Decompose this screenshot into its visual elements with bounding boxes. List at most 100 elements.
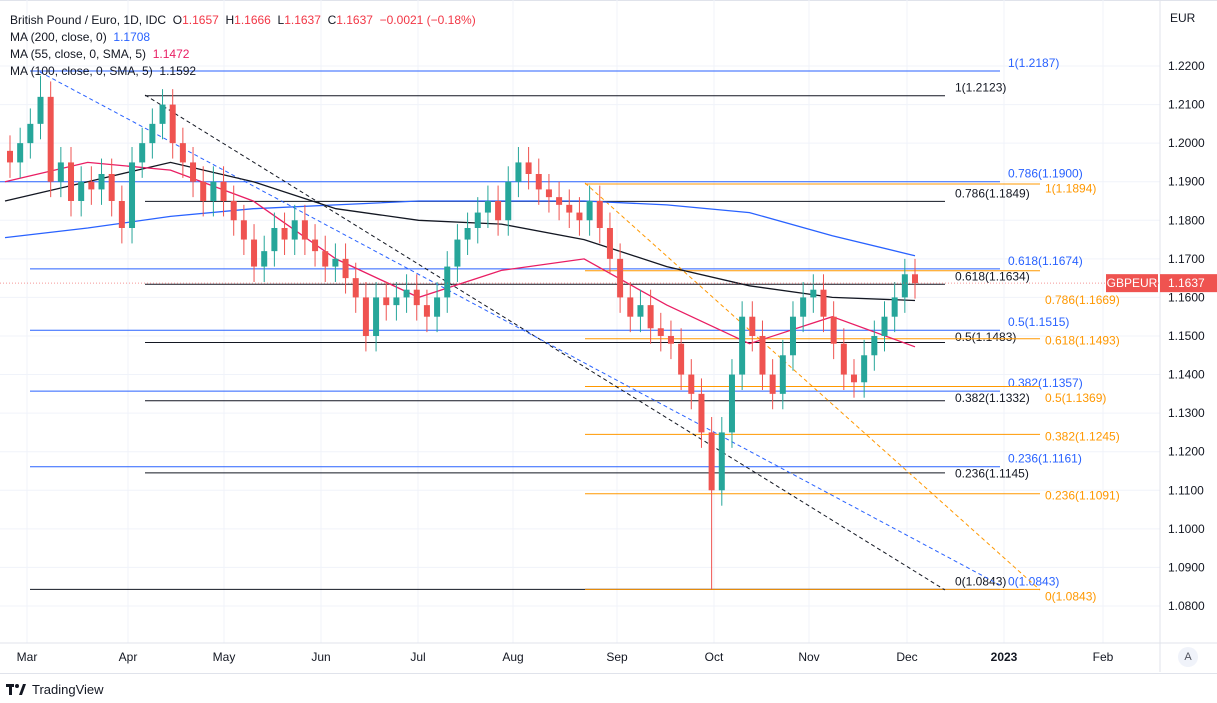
candle-body [606,227,613,259]
time-tick-label: Sep [606,650,628,664]
candle-body [556,197,563,205]
candle-body [434,297,441,317]
candle-body [667,335,674,344]
fib-blue-label: 0.382(1.1357) [1008,376,1083,390]
candle-body [332,258,339,267]
candle-body [342,258,349,279]
fib-orange-label: 0(1.0843) [1045,589,1096,603]
candle-body [98,173,105,190]
fib-orange-label: 0.382(1.1245) [1045,429,1120,443]
price-tick-label: 1.1400 [1168,368,1205,382]
high-value: 1.1666 [234,13,271,27]
price-chart[interactable]: EUR 1.2200 1.2100 1.2000 1.1900 1.1800 1.1700 1… [0,0,1217,672]
candle-body [454,239,461,267]
trendline-orange-dashed [584,182,1041,591]
candle-body [57,162,64,182]
candle-body [68,162,75,201]
fib-blue-label: 0.5(1.1515) [1008,315,1069,329]
price-tick-label: 1.1500 [1168,329,1205,343]
candle-body [261,251,268,267]
candle-body [769,374,776,394]
open-value: 1.1657 [182,13,219,27]
candle-body [444,266,451,298]
symbol-row: British Pound / Euro, 1D, IDC O1.1657 H1… [10,12,476,29]
time-tick-label: Apr [119,650,138,664]
candle-body [881,316,888,336]
candle-body [179,143,186,163]
indicator-ma200[interactable]: MA (200, close, 0) 1.1708 [10,29,476,46]
fib-orange-label: 0.5(1.1369) [1045,391,1106,405]
candle-body [596,200,603,228]
candle-body [159,104,166,124]
candle-body [657,328,664,336]
indicator-ma55[interactable]: MA (55, close, 0, SMA, 5) 1.1472 [10,46,476,63]
close-label: C [327,13,337,27]
candle-body [708,432,715,491]
candle-body [413,289,420,306]
time-tick-label: Mar [17,650,38,664]
price-tick-label: 1.1100 [1168,483,1204,497]
candle-body [78,181,85,201]
indicator-value: 1.1592 [159,64,197,78]
indicator-ma100[interactable]: MA (100, close, 0, SMA, 5) 1.1592 [10,63,476,80]
candle-body [779,355,786,394]
candle-body [800,297,807,317]
price-tick-label: 1.1900 [1168,175,1205,189]
candle-body [281,227,288,240]
fib-blue-label: 0.618(1.1674) [1008,254,1083,268]
candle-body [393,297,400,306]
price-tick-label: 1.2200 [1168,59,1205,73]
symbol-tag: GBPEUR [1107,276,1158,290]
candle-body [129,162,136,228]
candle-body [698,393,705,433]
candle-body [37,96,44,124]
price-tick-label: 1.1700 [1168,252,1205,266]
symbol-tag-bg [1106,274,1158,293]
price-tick-label: 1.1200 [1168,445,1205,459]
low-label: L [277,13,285,27]
time-tick-label: 2023 [991,650,1018,664]
candle-body [47,96,54,182]
candle-body [7,150,13,163]
time-tick-label: May [213,650,236,664]
candle-body [312,239,319,252]
time-tick-label: Aug [502,650,523,664]
candle-body [17,143,24,163]
high-label: H [225,13,235,27]
candle-body [728,374,735,433]
symbol-title: British Pound / Euro, 1D, IDC [10,13,167,27]
fib-orange-label: 1(1.1894) [1045,182,1096,196]
candle-body [505,181,512,221]
candle-body [108,173,115,201]
time-tick-label: Jun [311,650,330,664]
candle-body [789,316,796,356]
price-tick-label: 1.0900 [1168,560,1205,574]
price-tick-label: 1.0800 [1168,599,1205,613]
candle-body [230,200,237,221]
candle-body [586,200,593,221]
candle-body [688,374,695,394]
candle-body [871,335,878,356]
indicator-label: MA (55, close, 0, SMA, 5) [10,47,147,61]
fib-blue-label: 0(1.0843) [1008,574,1059,588]
chart-frame [0,0,1217,674]
indicator-label: MA (200, close, 0) [10,30,107,44]
candle-body [718,432,725,491]
candle-body [149,123,156,144]
fib-black-label: 0.5(1.1483) [955,330,1016,344]
candle-body [190,162,197,182]
change-value: −0.0021 (−0.18%) [379,13,476,27]
time-tick-label: Jul [410,650,425,664]
chart-legend: British Pound / Euro, 1D, IDC O1.1657 H1… [10,12,476,80]
fib-orange-label: 0.786(1.1669) [1045,293,1120,307]
fib-black-label: 0(1.0843) [955,574,1006,588]
tradingview-logo[interactable]: TradingView [6,682,104,697]
candle-body [840,343,847,375]
tradingview-logo-icon [6,683,26,695]
candle-body [901,274,908,298]
candle-body [576,212,583,221]
indicator-label: MA (100, close, 0, SMA, 5) [10,64,153,78]
auto-scale-button[interactable]: A [1178,647,1198,667]
candle-body [139,143,146,163]
candle-body [240,220,247,240]
